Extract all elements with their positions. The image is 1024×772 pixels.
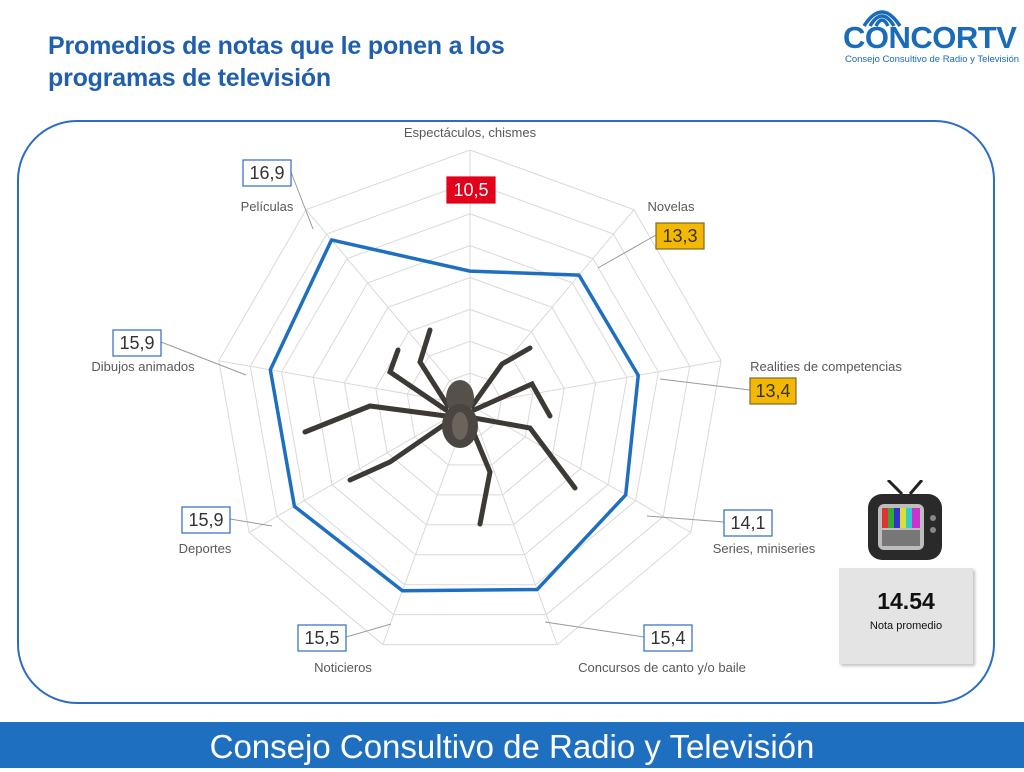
average-score-label: Nota promedio (869, 620, 943, 632)
radar-ring (249, 181, 691, 616)
category-label: Deportes (179, 541, 232, 556)
radar-chart: Espectáculos, chismes 10,5 Novelas 13,3 Real… (91, 125, 902, 675)
leader-line (597, 234, 657, 269)
page-title-line2: programas de televisión (48, 64, 331, 92)
page-title: Promedios de notas que le ponen a los pr… (48, 30, 668, 94)
leader-line (544, 621, 645, 638)
radar-ring (218, 149, 722, 646)
value-label-box (297, 624, 347, 652)
leader-line (229, 518, 273, 527)
radar-spoke (248, 404, 471, 533)
value-label-box (749, 377, 797, 405)
page-title-line1: Promedios de notas que le ponen a los (48, 32, 505, 60)
category-label: Espectáculos, chismes (404, 125, 537, 140)
leader-line (659, 378, 751, 391)
radar-ring (406, 340, 534, 466)
category-label: Películas (241, 199, 294, 214)
value-label-box (446, 176, 496, 204)
radar-ring (343, 276, 597, 526)
leader-line (646, 515, 725, 523)
value-label: 15,9 (188, 510, 223, 530)
logo-subtitle: Consejo Consultivo de Radio y Televisión (845, 54, 1020, 65)
radar-spoke (469, 360, 722, 406)
value-label-box (242, 159, 292, 187)
tv-icon (868, 480, 942, 560)
value-label-box (112, 329, 162, 357)
average-score-card: 14.54 Nota promedio (839, 568, 973, 664)
value-label-box (181, 506, 231, 534)
value-label-box (723, 509, 773, 537)
radar-ring (312, 245, 628, 556)
logo-name: CONCORTV (843, 20, 1017, 55)
leader-line (160, 341, 247, 376)
category-label: Noticieros (314, 660, 372, 675)
average-score-value: 14.54 (877, 588, 935, 614)
value-label: 15,5 (304, 628, 339, 648)
footer-banner: Consejo Consultivo de Radio y Televisión (0, 722, 1024, 768)
radar-spoke (305, 209, 471, 406)
category-label: Dibujos animados (91, 359, 195, 374)
category-label: Realities de competencias (750, 359, 902, 374)
value-label-box (655, 222, 705, 250)
value-label-box (643, 624, 693, 652)
value-label: 13,4 (755, 381, 790, 401)
signal-waves-icon (862, 10, 902, 27)
category-label: Concursos de canto y/o baile (578, 660, 746, 675)
concortv-logo: CONCORTV Consejo Consultivo de Radio y T… (838, 0, 1024, 72)
series-line (268, 238, 641, 593)
value-label: 14,1 (730, 513, 765, 533)
chart-panel (17, 120, 995, 704)
radar-labels: Espectáculos, chismes 10,5 Novelas 13,3 Real… (91, 125, 902, 675)
leader-line (290, 171, 314, 230)
leader-line (345, 623, 392, 638)
value-label: 16,9 (249, 163, 284, 183)
value-label: 10,5 (453, 180, 488, 200)
value-label: 15,4 (650, 628, 685, 648)
radar-spoke (469, 404, 558, 645)
spider-image (302, 327, 578, 527)
value-label: 13,3 (662, 226, 697, 246)
category-label: Novelas (648, 199, 695, 214)
radar-ring (281, 213, 659, 586)
radar-series (268, 238, 641, 593)
value-label: 15,9 (119, 333, 154, 353)
category-label: Series, miniseries (713, 541, 816, 556)
